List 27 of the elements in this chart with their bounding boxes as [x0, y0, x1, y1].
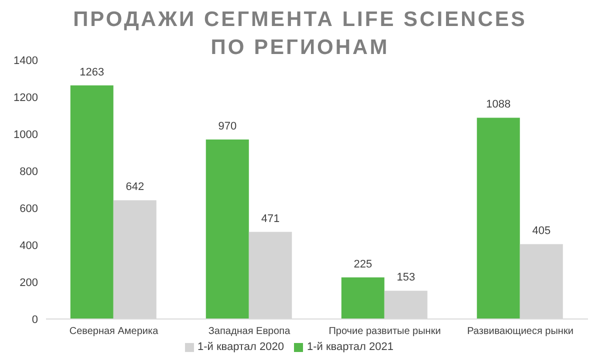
x-tick-label: Северная Америка — [69, 326, 159, 338]
legend-label: 1-й квартал 2021 — [307, 341, 394, 353]
bar — [476, 118, 520, 319]
y-tick-label: 1000 — [14, 128, 38, 141]
data-label: 225 — [354, 258, 372, 270]
y-tick-label: 1200 — [14, 92, 38, 104]
x-tick-label: Развивающиеся рынки — [467, 326, 574, 338]
data-label: 405 — [532, 225, 551, 238]
y-tick-label: 800 — [20, 166, 38, 178]
y-tick-label: 400 — [20, 240, 38, 252]
data-label: 153 — [396, 272, 416, 284]
chart-title: ПРОДАЖИ СЕГМЕНТА LIFE SCIENCES ПО РЕГИОНАМ — [72, 7, 528, 61]
data-label: 1088 — [486, 98, 511, 111]
y-tick-label: 200 — [20, 276, 38, 289]
data-label: 471 — [261, 212, 280, 225]
x-tick-label: Западная Европа — [208, 326, 291, 338]
y-tick-label: 600 — [20, 202, 38, 215]
y-tick-label: 1400 — [14, 54, 38, 67]
bar — [206, 140, 249, 319]
y-tick-label: 0 — [32, 314, 38, 326]
bar — [341, 277, 384, 319]
data-label: 970 — [218, 120, 237, 133]
x-tick-label: Прочие развитые рынки — [328, 326, 441, 338]
data-label: 642 — [126, 181, 144, 194]
legend-label: 1-й квартал 2020 — [198, 341, 284, 353]
bar — [70, 85, 114, 319]
data-label: 1263 — [80, 66, 104, 78]
